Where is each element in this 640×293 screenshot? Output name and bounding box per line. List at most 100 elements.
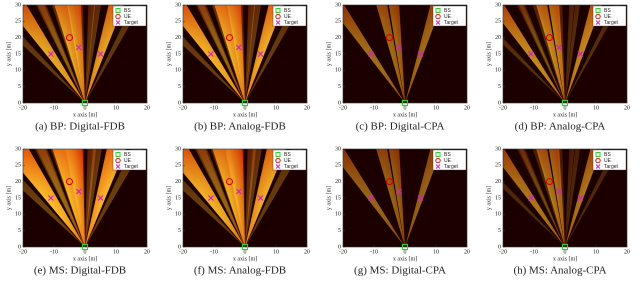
ue-marker bbox=[226, 178, 233, 186]
y-tick-label: 10 bbox=[495, 212, 501, 218]
target-marker bbox=[235, 44, 242, 51]
y-axis-label: y axis [m] bbox=[486, 42, 492, 66]
y-tick-label: 30 bbox=[335, 2, 341, 8]
legend-target bbox=[115, 164, 121, 169]
legend-bs bbox=[595, 152, 601, 157]
beam bbox=[50, 149, 85, 247]
y-tick-label: 20 bbox=[335, 179, 341, 185]
target-marker bbox=[527, 51, 534, 57]
beams bbox=[23, 149, 143, 247]
beam bbox=[183, 179, 245, 247]
beam bbox=[517, 149, 565, 247]
beam bbox=[85, 149, 143, 247]
beam bbox=[85, 149, 126, 247]
beam bbox=[23, 5, 85, 103]
panel: -20 -10 0 10 20 0 5 10 15 20 25 30 x axis [m] y axis … bbox=[166, 2, 310, 132]
y-tick-label: 0 bbox=[338, 244, 341, 250]
y-tick-label: 25 bbox=[335, 19, 341, 25]
y-axis-label: y axis [m] bbox=[6, 186, 12, 210]
beam bbox=[195, 149, 245, 247]
y-tick-label: 5 bbox=[18, 84, 21, 90]
target-marker bbox=[577, 51, 584, 57]
legend-ue bbox=[275, 157, 281, 164]
x-tick-label: 20 bbox=[304, 249, 310, 255]
legend-box bbox=[272, 5, 307, 27]
target-marker bbox=[417, 195, 424, 201]
legend-bs bbox=[275, 8, 281, 13]
target-marker bbox=[207, 195, 214, 201]
legend-label: Target bbox=[284, 20, 299, 26]
y-tick-label: 15 bbox=[495, 195, 501, 201]
x-tick-label: -10 bbox=[530, 105, 538, 111]
beam bbox=[210, 149, 245, 247]
x-tick-label: 10 bbox=[433, 105, 439, 111]
legend-label: Target bbox=[604, 20, 619, 26]
beam bbox=[503, 5, 565, 103]
legend-target bbox=[595, 20, 601, 25]
panel-caption: (e) MS: Digital-FDB bbox=[34, 265, 126, 277]
beam bbox=[51, 5, 85, 103]
beam bbox=[245, 149, 286, 247]
beam bbox=[548, 149, 565, 247]
panel-caption: (d) BP: Analog-CPA bbox=[515, 121, 606, 133]
y-tick-label: 5 bbox=[498, 84, 501, 90]
beam bbox=[211, 5, 245, 103]
legend-target bbox=[595, 164, 601, 169]
y-tick-label: 10 bbox=[335, 68, 341, 74]
beams bbox=[23, 5, 142, 103]
beam bbox=[65, 149, 85, 247]
y-tick-label: 0 bbox=[338, 100, 341, 106]
legend-label: Target bbox=[444, 164, 459, 170]
beam bbox=[85, 5, 142, 103]
x-tick-label: 10 bbox=[273, 249, 279, 255]
legend-label: Target bbox=[604, 164, 619, 170]
y-tick-label: 20 bbox=[495, 179, 501, 185]
x-tick-label: 20 bbox=[144, 249, 150, 255]
x-tick-label: -10 bbox=[50, 249, 58, 255]
y-axis-label: y axis [m] bbox=[166, 42, 172, 66]
x-tick-label: 10 bbox=[593, 249, 599, 255]
y-tick-label: 20 bbox=[15, 35, 21, 41]
beam bbox=[227, 5, 245, 103]
beam bbox=[565, 5, 621, 103]
x-tick-label: 20 bbox=[144, 105, 150, 111]
beams bbox=[503, 5, 621, 103]
y-tick-label: 10 bbox=[15, 68, 21, 74]
bs-marker bbox=[561, 243, 569, 251]
y-axis-label: y axis [m] bbox=[486, 186, 492, 210]
legend-label: BS bbox=[284, 8, 291, 14]
beam bbox=[405, 5, 442, 103]
x-axis-label: x axis [m] bbox=[393, 112, 417, 118]
x-tick-label: -20 bbox=[179, 105, 187, 111]
y-tick-label: 20 bbox=[15, 179, 21, 185]
x-tick-label: 10 bbox=[433, 249, 439, 255]
beam bbox=[245, 5, 284, 103]
legend-label: BS bbox=[284, 152, 291, 158]
beam bbox=[245, 5, 302, 103]
target-marker bbox=[527, 195, 534, 201]
y-tick-label: 10 bbox=[175, 68, 181, 74]
ue-marker bbox=[386, 34, 393, 42]
legend-label: BS bbox=[124, 152, 131, 158]
y-tick-label: 5 bbox=[498, 228, 501, 234]
x-tick-label: -20 bbox=[19, 105, 27, 111]
x-axis-label: x axis [m] bbox=[233, 256, 257, 262]
target-marker bbox=[75, 44, 82, 51]
legend-label: UE bbox=[444, 158, 452, 164]
beam bbox=[245, 5, 261, 103]
legend-label: Target bbox=[124, 20, 139, 26]
legend-box bbox=[112, 5, 147, 27]
beam bbox=[85, 5, 101, 103]
x-axis-label: x axis [m] bbox=[73, 112, 97, 118]
legend-ue bbox=[275, 13, 281, 20]
legend-ue bbox=[595, 157, 601, 164]
y-tick-label: 5 bbox=[338, 228, 341, 234]
panel: -20 -10 0 10 20 0 5 10 15 20 25 30 x axis [m] y axis … bbox=[326, 2, 470, 132]
legend-bs bbox=[275, 152, 281, 157]
y-tick-label: 25 bbox=[495, 19, 501, 25]
ue-marker bbox=[546, 34, 553, 42]
beam bbox=[388, 5, 405, 103]
panel: -20 -10 0 10 20 0 5 10 15 20 25 30 x axis [m] y axis … bbox=[326, 146, 470, 276]
y-tick-label: 10 bbox=[15, 212, 21, 218]
